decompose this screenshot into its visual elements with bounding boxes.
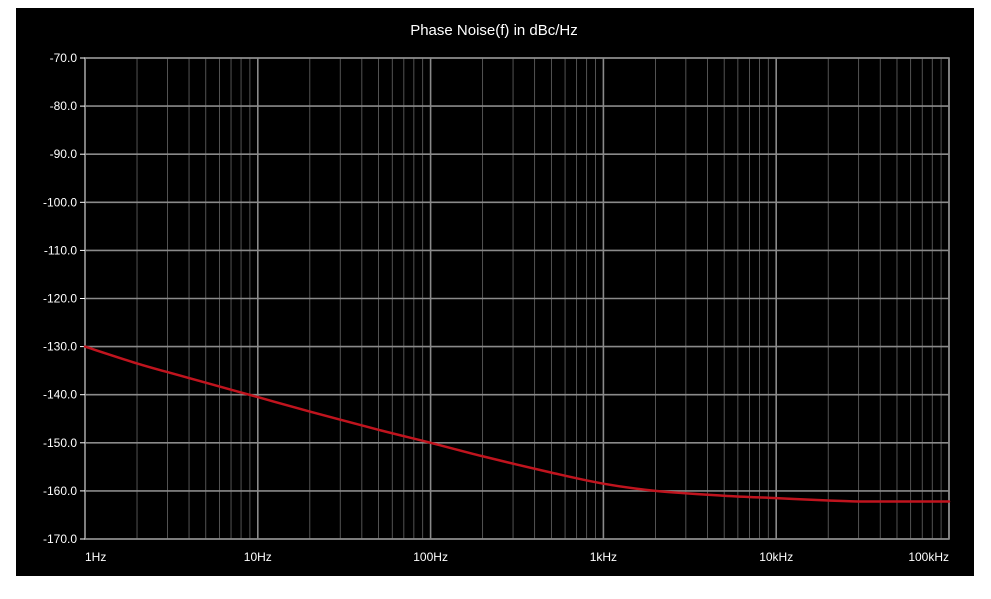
x-tick-label: 10Hz	[244, 550, 272, 564]
x-tick-label: 1Hz	[85, 550, 106, 564]
y-tick-label: -140.0	[43, 388, 77, 402]
y-tick-label: -90.0	[50, 147, 78, 161]
x-tick-label: 100Hz	[413, 550, 448, 564]
x-tick-label: 1kHz	[590, 550, 617, 564]
y-tick-label: -150.0	[43, 436, 77, 450]
y-tick-label: -80.0	[50, 99, 78, 113]
x-axis-ticks: 1Hz 10Hz 100Hz 1kHz 10kHz 100kHz	[85, 550, 949, 564]
series-layer	[83, 345, 951, 503]
y-tick-label: -130.0	[43, 340, 77, 354]
phase-noise-series-line	[83, 345, 951, 503]
y-tick-label: -120.0	[43, 292, 77, 306]
y-tick-label: -70.0	[50, 51, 78, 65]
major-gridlines	[84, 57, 950, 540]
x-tick-label: 10kHz	[759, 550, 793, 564]
y-tick-label: -170.0	[43, 532, 77, 546]
x-tick-label: 100kHz	[908, 550, 949, 564]
y-tick-label: -100.0	[43, 195, 77, 209]
chart-panel: Phase Noise(f) in dBc/Hz -70.0 -80.0 -90.0…	[16, 8, 974, 576]
y-axis-ticks: -70.0 -80.0 -90.0 -100.0 -110.0 -120.0 -130.0 -…	[43, 51, 85, 546]
chart-title: Phase Noise(f) in dBc/Hz	[410, 22, 578, 39]
y-tick-label: -160.0	[43, 484, 77, 498]
phase-noise-chart: Phase Noise(f) in dBc/Hz -70.0 -80.0 -90.0…	[43, 22, 951, 564]
y-tick-label: -110.0	[44, 243, 77, 257]
